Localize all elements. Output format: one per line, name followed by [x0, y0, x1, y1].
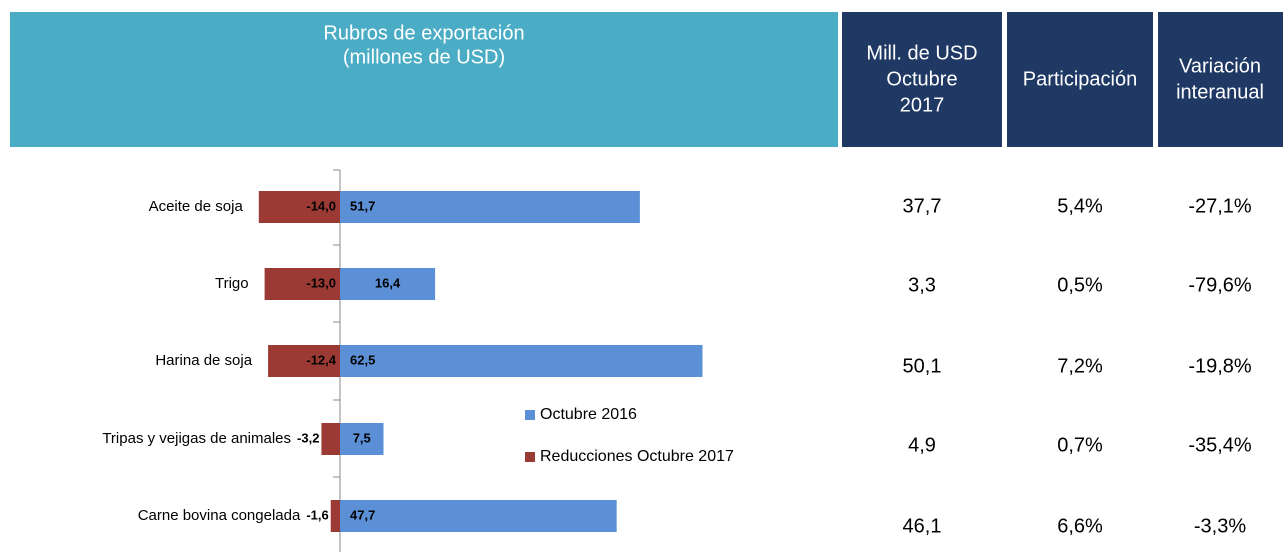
legend-swatch — [525, 410, 535, 420]
value-label: 7,5 — [353, 430, 371, 445]
column-header: Variación — [1179, 55, 1261, 77]
table-cell: 3,3 — [908, 274, 936, 296]
bar — [258, 191, 340, 223]
bar — [264, 268, 340, 300]
column-header: interanual — [1176, 81, 1264, 103]
category-label: Aceite de soja — [149, 198, 244, 215]
value-label: 62,5 — [350, 352, 375, 367]
header-title: Rubros de exportación — [323, 22, 524, 44]
column-header: Mill. de USD — [866, 42, 977, 64]
table-cell: 46,1 — [903, 515, 942, 537]
category-label: Tripas y vejigas de animales — [102, 430, 291, 447]
table-cell: 5,4% — [1057, 195, 1103, 217]
header-title: (millones de USD) — [343, 46, 505, 68]
value-label: -14,0 — [306, 198, 336, 213]
bar — [340, 268, 436, 300]
table-cell: -3,3% — [1194, 515, 1246, 537]
table-cell: 37,7 — [903, 195, 942, 217]
table-cell: 6,6% — [1057, 515, 1103, 537]
header-band — [10, 12, 838, 147]
bar — [340, 423, 384, 455]
header-cell — [1158, 12, 1283, 147]
bar — [321, 423, 340, 455]
value-label: -12,4 — [306, 352, 336, 367]
column-header: Participación — [1023, 68, 1138, 90]
bar — [268, 345, 340, 377]
column-header: 2017 — [900, 94, 945, 116]
category-label: Carne bovina congelada — [138, 507, 301, 524]
legend-label: Octubre 2016 — [540, 406, 637, 423]
category-label: Trigo — [215, 275, 249, 292]
value-label: 16,4 — [375, 275, 401, 290]
table-cell: 0,5% — [1057, 274, 1103, 296]
header-cell — [1007, 12, 1153, 147]
legend-swatch — [525, 452, 535, 462]
table-cell: 50,1 — [903, 355, 942, 377]
table-cell: -35,4% — [1188, 434, 1252, 456]
bar — [340, 345, 703, 377]
table-cell: 0,7% — [1057, 434, 1103, 456]
value-label: -3,2 — [297, 430, 319, 445]
column-header: Octubre — [886, 68, 957, 90]
value-label: -13,0 — [306, 275, 336, 290]
table-cell: -27,1% — [1188, 195, 1252, 217]
table-cell: -19,8% — [1188, 355, 1252, 377]
value-label: 51,7 — [350, 198, 375, 213]
value-label: 47,7 — [350, 507, 375, 522]
bar — [330, 500, 340, 532]
header-cell — [842, 12, 1002, 147]
table-cell: -79,6% — [1188, 274, 1252, 296]
category-label: Harina de soja — [155, 352, 252, 369]
legend-label: Reducciones Octubre 2017 — [540, 448, 734, 465]
value-label: -1,6 — [306, 507, 328, 522]
table-cell: 4,9 — [908, 434, 936, 456]
bar — [340, 500, 617, 532]
bar — [340, 191, 640, 223]
table-cell: 7,2% — [1057, 355, 1103, 377]
